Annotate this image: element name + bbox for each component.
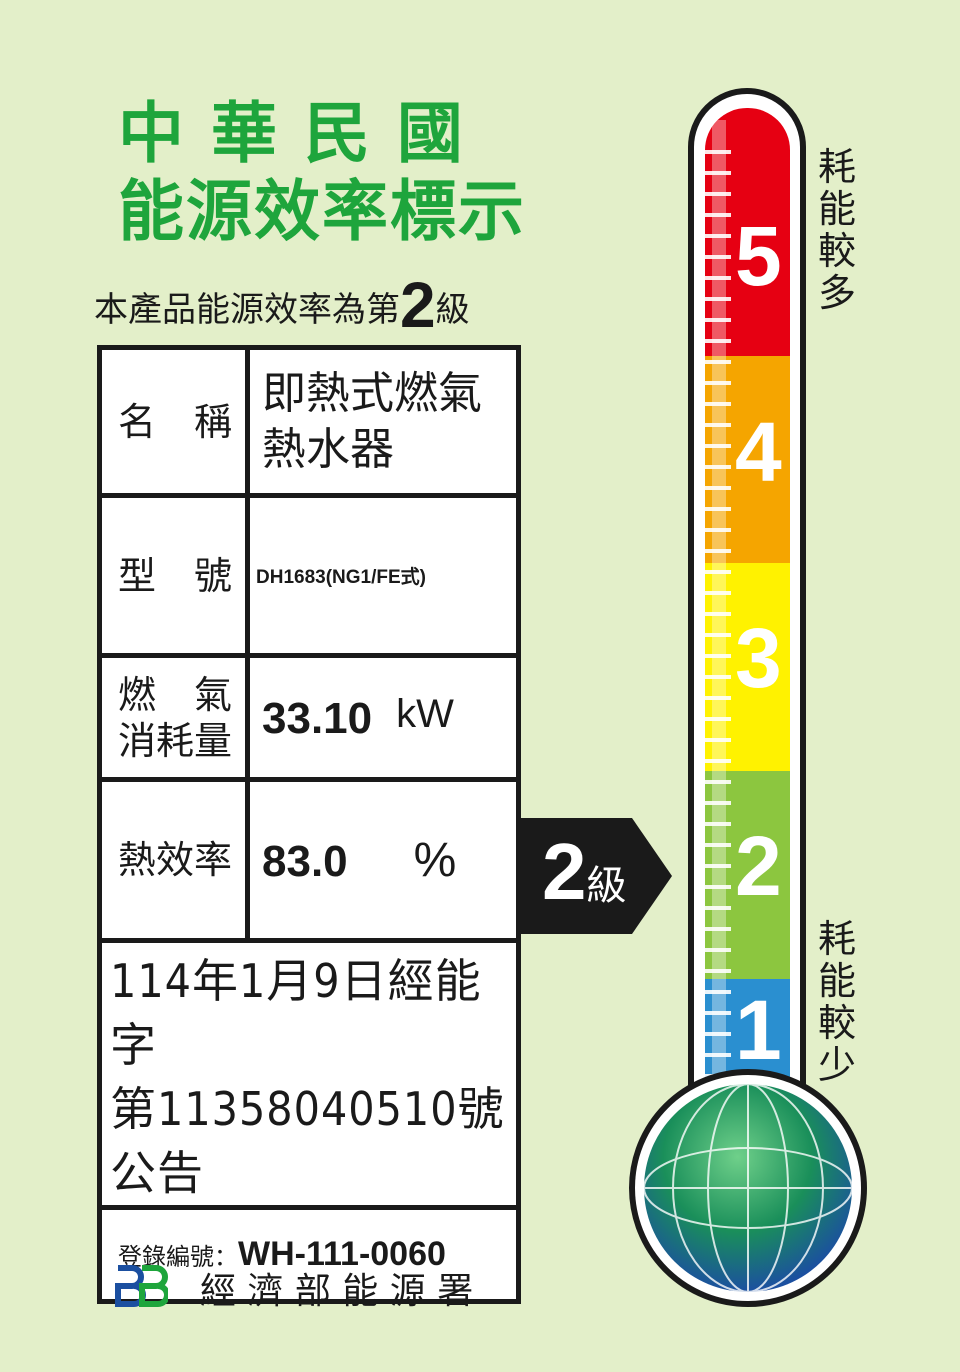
gas-label: 燃 氣 消耗量 <box>97 653 250 782</box>
grade-pointer-arrow <box>520 818 672 934</box>
tube-highlight <box>712 120 726 1080</box>
model-label: 型 號 <box>97 493 250 658</box>
gas-value: 33.10 <box>262 693 373 743</box>
level-1-label: 1 <box>735 983 782 1077</box>
grade-statement: 本產品能源效率為第2級 <box>94 269 470 341</box>
title-line-2: 能源效率標示 <box>118 173 526 250</box>
efficiency-unit: % <box>413 833 457 887</box>
registration: 登錄編號：WH-111-0060 <box>97 1205 521 1304</box>
title-line-1: 中 華 民 國 <box>118 95 465 172</box>
announcement: 114年1月9日經能字 第11358040510號公告 <box>97 938 521 1210</box>
agency-logo <box>115 1265 168 1307</box>
model-value: DH1683(NG1/FE式) <box>245 493 521 658</box>
level-4-label: 4 <box>735 405 782 499</box>
less-consumption-label: 耗能較少 <box>817 917 856 1087</box>
name-value: 即熱式燃氣 熱水器 <box>245 345 521 498</box>
efficiency-label: 熱效率 <box>97 777 250 943</box>
scale-ticks <box>705 150 731 1080</box>
name-label: 名 稱 <box>97 345 250 498</box>
more-consumption-label: 耗能較多 <box>817 145 856 315</box>
level-2-label: 2 <box>735 819 782 913</box>
grade-pointer-label: 2級 <box>542 827 627 916</box>
spec-table: 名 稱即熱式燃氣 熱水器 型 號 DH1683(NG1/FE式) 燃 氣 消耗量 3… <box>97 345 521 1304</box>
globe-icon <box>629 1069 867 1307</box>
agency-name: 經 濟 部 能 源 署 <box>200 1271 474 1312</box>
gas-unit: kW <box>396 691 454 736</box>
level-3-label: 3 <box>735 611 782 705</box>
level-5-label: 5 <box>735 209 782 303</box>
efficiency-value: 83.0 <box>262 836 348 886</box>
